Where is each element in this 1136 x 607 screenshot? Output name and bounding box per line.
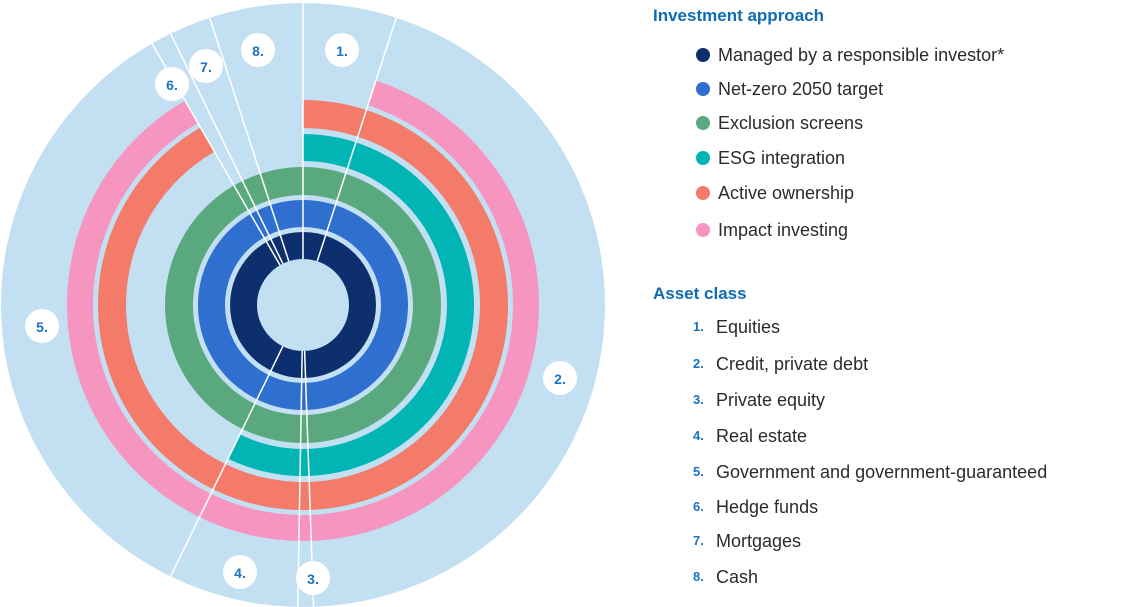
sector-number: 3. (307, 571, 319, 587)
sector-divider (208, 15, 290, 262)
asset-class-number: 5. (693, 464, 704, 479)
sector-badge (543, 361, 577, 395)
legend-label: Active ownership (718, 183, 855, 203)
legend-swatch (696, 82, 710, 96)
sector-number: 8. (252, 43, 264, 59)
ring-segment (228, 134, 475, 477)
legend-label: Net-zero 2050 target (718, 79, 884, 99)
ring-segment (303, 232, 376, 378)
sector-number: 5. (36, 319, 48, 335)
legend-swatch (696, 48, 710, 62)
sector-badge (25, 309, 59, 343)
asset-class-label: Private equity (716, 390, 826, 410)
asset-class-number: 6. (693, 499, 704, 514)
sector-badge (296, 561, 330, 595)
asset-class-label: Government and government-guaranteed (716, 462, 1048, 482)
sector-badge (189, 49, 223, 83)
legend-label: Impact investing (718, 220, 849, 240)
sector-number: 6. (166, 77, 178, 93)
sector-divider (296, 350, 303, 607)
asset-class-number: 2. (693, 356, 704, 371)
legend-swatch (696, 116, 710, 130)
sector-badge (241, 33, 275, 67)
sector-number: 1. (336, 43, 348, 59)
legend-label: Managed by a responsible investor* (718, 45, 1005, 65)
sector-badge (325, 33, 359, 67)
legend-swatch (696, 223, 710, 237)
legend-swatch (696, 186, 710, 200)
ring-segment (198, 200, 303, 410)
sector-divider (169, 31, 284, 264)
legend-heading: Asset class (653, 284, 747, 303)
legend-heading: Investment approach (653, 6, 824, 25)
asset-class-label: Mortgages (716, 531, 802, 551)
asset-class-number: 8. (693, 569, 704, 584)
asset-class-number: 3. (693, 392, 704, 407)
sector-divider (316, 15, 398, 262)
asset-class-label: Credit, private debt (716, 354, 869, 374)
sector-badge (223, 555, 257, 589)
legend-swatch (696, 151, 710, 165)
sector-number: 4. (234, 565, 246, 581)
ring-segment (165, 167, 303, 443)
ring-segment (303, 200, 408, 410)
asset-class-number: 1. (693, 319, 704, 334)
asset-class-label: Hedge funds (716, 497, 819, 517)
ring-segment (230, 232, 303, 378)
asset-class-number: 4. (693, 428, 704, 443)
ring-segment (303, 167, 441, 443)
sector-badge (155, 67, 189, 101)
sector-number: 2. (554, 371, 566, 387)
asset-class-label: Equities (716, 317, 781, 337)
sector-number: 7. (200, 59, 212, 75)
asset-class-number: 7. (693, 533, 704, 548)
asset-class-label: Cash (716, 567, 759, 587)
legend-label: Exclusion screens (718, 113, 864, 133)
legend-label: ESG integration (718, 148, 846, 168)
ring-diagram: 1. 2. 3. 4. 5. 6. 7. 8. (1, 1, 605, 607)
asset-class-label: Real estate (716, 426, 808, 446)
sector-divider (169, 346, 284, 579)
